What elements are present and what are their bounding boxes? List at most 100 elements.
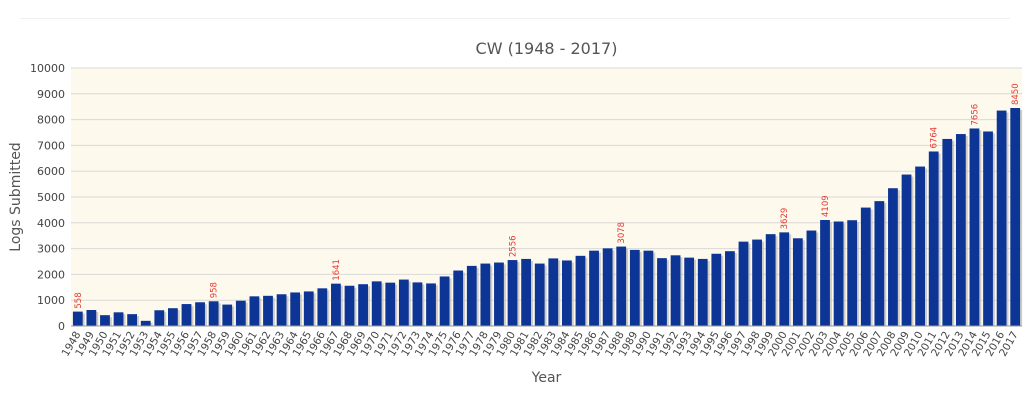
y-tick-label: 8000 xyxy=(37,114,65,127)
y-tick-label: 1000 xyxy=(37,294,65,307)
x-axis-title: Year xyxy=(531,370,562,386)
y-tick-label: 9000 xyxy=(37,88,65,101)
bar xyxy=(290,292,301,326)
bar xyxy=(466,265,477,326)
bar xyxy=(847,220,858,326)
bar xyxy=(575,255,586,326)
bar xyxy=(276,294,287,326)
bar xyxy=(100,315,110,326)
bar xyxy=(657,258,667,326)
bar xyxy=(792,238,803,326)
data-label: 958 xyxy=(210,282,220,298)
bar xyxy=(888,188,898,326)
bar xyxy=(72,311,83,326)
data-labels: 558 958 1641 2556 3078 3629 4109 6764 7656 8450 xyxy=(74,83,1021,308)
bar xyxy=(303,291,314,326)
bar xyxy=(765,234,776,326)
bar xyxy=(249,296,260,326)
bar xyxy=(480,263,491,326)
bar xyxy=(521,258,532,326)
bar xyxy=(725,251,735,326)
bar xyxy=(208,301,219,326)
bar xyxy=(534,263,545,326)
bar xyxy=(154,310,165,326)
bar xyxy=(1010,107,1021,327)
bar xyxy=(901,174,912,326)
bar xyxy=(494,262,504,326)
y-tick-label: 3000 xyxy=(37,243,65,256)
bar xyxy=(507,260,518,326)
bar xyxy=(358,284,368,326)
bar xyxy=(806,230,817,326)
bar xyxy=(589,250,599,326)
bar xyxy=(561,260,572,326)
data-label: 558 xyxy=(74,292,84,308)
bar xyxy=(969,128,980,326)
bar xyxy=(602,248,613,326)
bar xyxy=(113,312,124,326)
bar xyxy=(548,258,559,326)
bar xyxy=(860,207,871,326)
y-tick-label: 0 xyxy=(58,320,65,333)
data-label: 1641 xyxy=(332,259,342,281)
x-axis-ticks: 1948194919501951195219531954195519561957… xyxy=(60,329,1021,358)
bar xyxy=(127,314,138,326)
data-label: 7656 xyxy=(970,104,980,126)
bar xyxy=(942,138,953,326)
y-axis-ticks: 0 1000 2000 3000 4000 5000 6000 7000 8000 9000 100… xyxy=(30,62,65,333)
bar xyxy=(235,300,246,326)
bar xyxy=(779,232,790,326)
bar xyxy=(820,219,830,326)
bar xyxy=(439,276,450,326)
bar xyxy=(86,310,97,326)
y-tick-label: 4000 xyxy=(37,217,65,230)
bar xyxy=(928,151,939,326)
y-tick-label: 2000 xyxy=(37,268,65,281)
data-label: 4109 xyxy=(821,195,831,217)
bar xyxy=(670,255,681,326)
bar xyxy=(140,320,151,326)
bar xyxy=(684,257,695,326)
bar xyxy=(874,201,885,326)
y-tick-label: 6000 xyxy=(37,165,65,178)
bar xyxy=(616,246,627,326)
bar xyxy=(385,282,396,326)
bar xyxy=(711,253,722,326)
bar xyxy=(983,131,993,326)
bar xyxy=(752,239,762,326)
bars xyxy=(72,107,1023,327)
bar xyxy=(181,304,192,326)
bar xyxy=(263,295,273,326)
y-tick-label: 10000 xyxy=(30,62,65,75)
data-label: 3078 xyxy=(617,222,627,244)
bar xyxy=(697,258,708,326)
data-label: 3629 xyxy=(780,208,790,230)
bar xyxy=(453,270,464,326)
bar xyxy=(222,304,233,326)
bar xyxy=(412,282,423,326)
bar xyxy=(344,285,355,326)
chart-title: CW (1948 - 2017) xyxy=(476,39,618,58)
header-divider xyxy=(20,18,1010,19)
bar xyxy=(317,288,328,326)
y-tick-label: 7000 xyxy=(37,139,65,152)
bar xyxy=(643,250,654,326)
bar xyxy=(915,166,925,326)
data-label: 6764 xyxy=(930,127,940,149)
bar xyxy=(195,302,205,326)
y-tick-label: 5000 xyxy=(37,191,65,204)
y-axis-title: Logs Submitted xyxy=(8,142,24,251)
bar xyxy=(833,221,844,326)
bar xyxy=(168,308,178,326)
bar xyxy=(996,110,1007,326)
bar xyxy=(426,283,436,326)
bar xyxy=(629,249,640,326)
data-label: 8450 xyxy=(1011,83,1021,105)
data-label: 2556 xyxy=(509,235,519,257)
bar xyxy=(955,134,966,326)
bar xyxy=(331,283,341,326)
bar xyxy=(371,281,382,326)
bar xyxy=(398,279,409,326)
bar xyxy=(738,241,749,326)
